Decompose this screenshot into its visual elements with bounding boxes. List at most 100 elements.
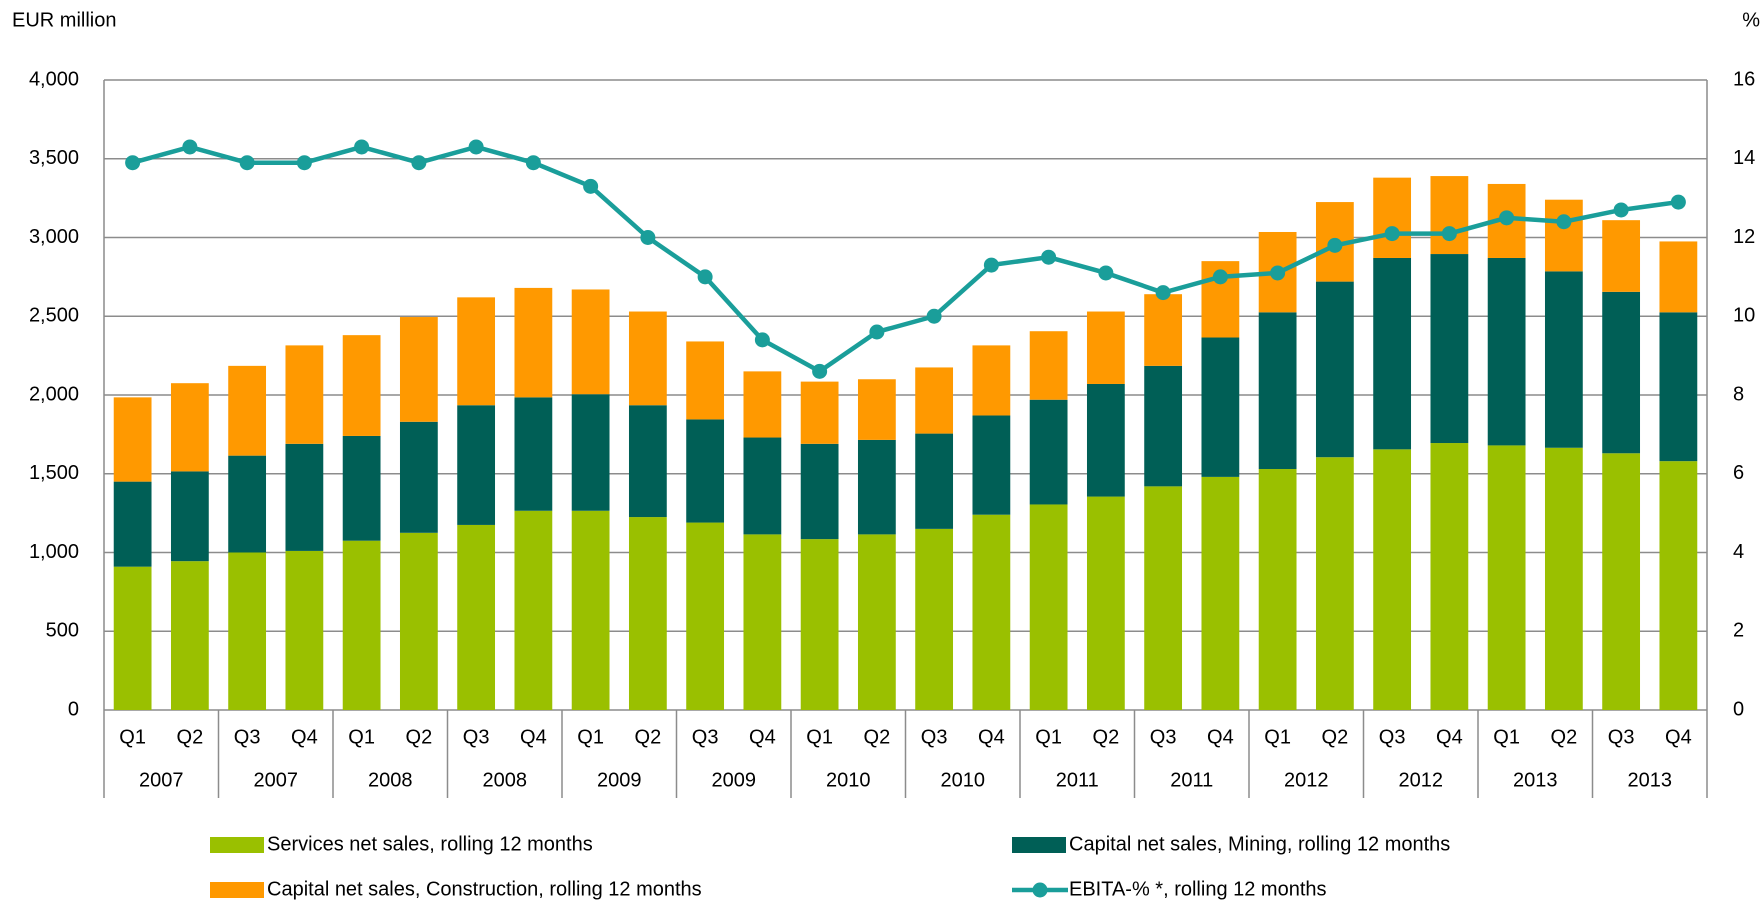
bar — [800, 443, 839, 540]
line-marker — [926, 308, 942, 324]
line-marker — [983, 257, 999, 273]
line-marker — [125, 155, 141, 171]
bar — [285, 345, 324, 444]
x-group-label: 2012 — [1284, 769, 1329, 791]
bar — [399, 532, 438, 710]
x-tick-label: Q3 — [921, 726, 948, 748]
y2-tick-label: 16 — [1733, 68, 1755, 90]
line-marker — [468, 139, 484, 155]
line-marker — [583, 178, 599, 194]
bar — [342, 540, 381, 710]
x-group-label: 2008 — [368, 769, 413, 791]
y-axis-label: EUR million — [12, 9, 116, 31]
line-marker — [1041, 249, 1057, 265]
bar — [857, 439, 896, 535]
legend-label: EBITA-% *, rolling 12 months — [1069, 878, 1327, 900]
legend-label: Capital net sales, Construction, rolling… — [267, 878, 702, 900]
x-tick-label: Q1 — [1493, 726, 1520, 748]
bar — [1086, 496, 1125, 710]
bar — [228, 552, 267, 710]
bar — [514, 397, 553, 511]
x-tick-label: Q3 — [692, 726, 719, 748]
bar — [457, 297, 496, 406]
bar — [972, 514, 1011, 710]
x-tick-label: Q4 — [978, 726, 1005, 748]
legend-swatch — [1012, 837, 1066, 853]
line-marker — [1441, 226, 1457, 242]
bar — [743, 437, 782, 535]
bar — [113, 481, 152, 567]
bar — [571, 394, 610, 511]
x-tick-label: Q4 — [520, 726, 547, 748]
x-tick-label: Q2 — [1551, 726, 1578, 748]
bar — [800, 381, 839, 444]
legend-swatch — [210, 837, 264, 853]
line-marker — [296, 155, 312, 171]
bar — [228, 455, 267, 553]
bar — [228, 365, 267, 456]
bar — [285, 443, 324, 551]
bar — [1201, 337, 1240, 477]
y2-tick-label: 2 — [1733, 620, 1744, 642]
bar — [1373, 177, 1412, 258]
bar — [1029, 399, 1068, 505]
bar — [1544, 271, 1583, 448]
line-marker — [1384, 226, 1400, 242]
legend-swatch — [1032, 882, 1048, 898]
y-tick-label: 2,500 — [29, 305, 79, 327]
bar — [1430, 254, 1469, 444]
line-marker — [239, 155, 255, 171]
bar — [1602, 453, 1641, 710]
x-group-label: 2010 — [826, 769, 871, 791]
y2-tick-label: 12 — [1733, 226, 1755, 248]
x-tick-label: Q3 — [1379, 726, 1406, 748]
bar — [743, 371, 782, 438]
bar — [1144, 365, 1183, 487]
bar — [628, 517, 667, 710]
bar — [399, 421, 438, 533]
x-tick-label: Q1 — [119, 726, 146, 748]
x-tick-label: Q2 — [635, 726, 662, 748]
bar — [571, 510, 610, 710]
x-group-label: 2013 — [1628, 769, 1673, 791]
line-marker — [754, 332, 770, 348]
x-group-label: 2008 — [483, 769, 528, 791]
bar — [1029, 331, 1068, 400]
bar — [113, 397, 152, 482]
bar — [915, 367, 954, 434]
line-marker — [1613, 202, 1629, 218]
line-marker — [525, 155, 541, 171]
bar — [1602, 220, 1641, 292]
bar — [1487, 257, 1526, 446]
y2-tick-label: 8 — [1733, 383, 1744, 405]
line-marker — [640, 230, 656, 245]
bar — [1029, 504, 1068, 710]
bar — [1086, 311, 1125, 384]
line-marker — [697, 269, 713, 285]
line-marker — [1212, 269, 1228, 285]
y-tick-label: 3,500 — [29, 147, 79, 169]
bar — [571, 289, 610, 395]
y-tick-label: 2,000 — [29, 383, 79, 405]
line-marker — [1499, 210, 1515, 226]
x-tick-label: Q3 — [1608, 726, 1635, 748]
bar — [1144, 486, 1183, 710]
x-tick-label: Q1 — [348, 726, 375, 748]
y2-tick-label: 0 — [1733, 698, 1744, 720]
bar — [1086, 383, 1125, 497]
line-marker — [1327, 237, 1343, 253]
bar — [1659, 312, 1698, 462]
bar — [1659, 461, 1698, 710]
x-group-label: 2009 — [597, 769, 642, 791]
x-tick-label: Q2 — [177, 726, 204, 748]
x-tick-label: Q4 — [1665, 726, 1692, 748]
bar — [686, 419, 725, 523]
bar — [514, 287, 553, 398]
line-marker — [812, 363, 828, 379]
y2-tick-label: 10 — [1733, 305, 1755, 327]
bar — [170, 471, 209, 562]
bar — [1315, 281, 1354, 458]
bar — [342, 435, 381, 541]
bar — [170, 383, 209, 472]
